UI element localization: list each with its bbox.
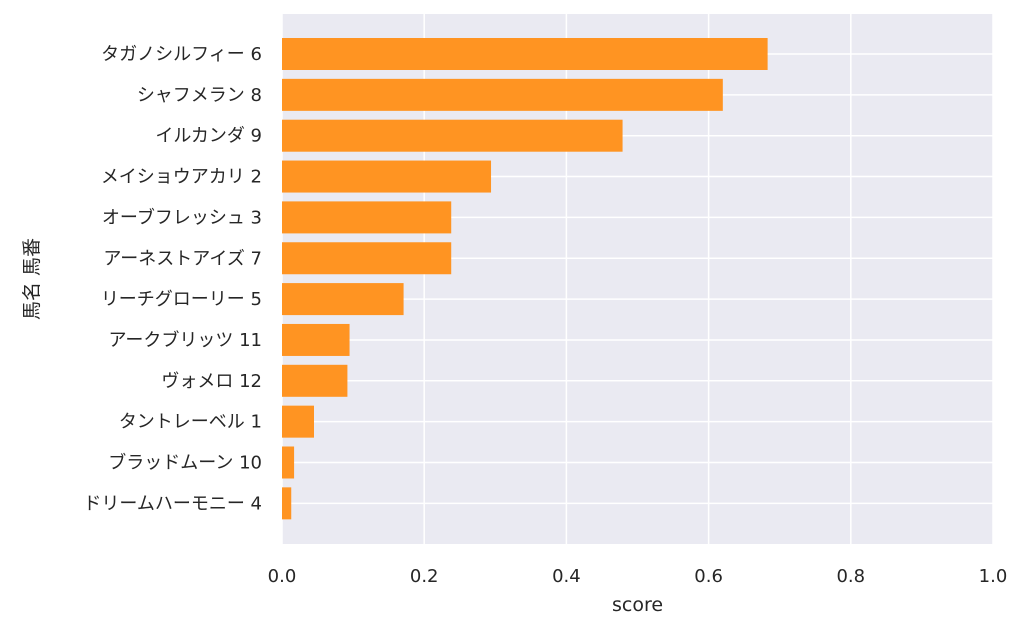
bar	[282, 487, 292, 520]
x-tick-labels: 0.0 0.2 0.4 0.6 0.8 1.0	[268, 566, 1008, 587]
bar	[282, 160, 492, 193]
y-tick-label: ドリームハーモニー 4	[83, 493, 262, 514]
x-tick-label: 0.4	[552, 566, 581, 587]
y-axis-title: 馬名 馬番	[21, 238, 43, 320]
bar	[282, 283, 404, 316]
x-axis-title: score	[612, 594, 663, 616]
bar	[282, 364, 348, 397]
bars	[282, 38, 768, 520]
y-tick-label: リーチグローリー 5	[101, 289, 262, 310]
bar	[282, 201, 452, 234]
bar	[282, 446, 295, 479]
bar	[282, 242, 452, 275]
y-tick-label: アーネストアイズ 7	[103, 248, 262, 269]
x-tick-label: 0.6	[694, 566, 723, 587]
bar	[282, 323, 350, 356]
x-tick-label: 0.8	[836, 566, 865, 587]
x-tick-label: 0.2	[410, 566, 439, 587]
y-tick-label: アークブリッツ 11	[108, 329, 262, 351]
y-tick-labels: タガノシルフィー 6 シャフメラン 8 イルカンダ 9 メイショウアカリ 2 オーブフレ…	[83, 44, 262, 514]
y-tick-label: タガノシルフィー 6	[101, 44, 262, 65]
y-tick-label: タントレーベル 1	[119, 412, 262, 433]
y-tick-label: イルカンダ 9	[155, 126, 262, 147]
bar	[282, 119, 623, 152]
x-tick-label: 0.0	[268, 566, 297, 587]
y-tick-label: オーブフレッシュ 3	[102, 206, 262, 228]
y-tick-label: シャフメラン 8	[137, 85, 262, 106]
y-tick-label: ブラッドムーン 10	[108, 452, 262, 474]
bar	[282, 405, 314, 438]
bar	[282, 78, 723, 111]
y-tick-label: メイショウアカリ 2	[101, 167, 262, 188]
y-tick-label: ヴォメロ 12	[161, 371, 262, 392]
bar	[282, 38, 768, 70]
x-tick-label: 1.0	[979, 566, 1008, 587]
